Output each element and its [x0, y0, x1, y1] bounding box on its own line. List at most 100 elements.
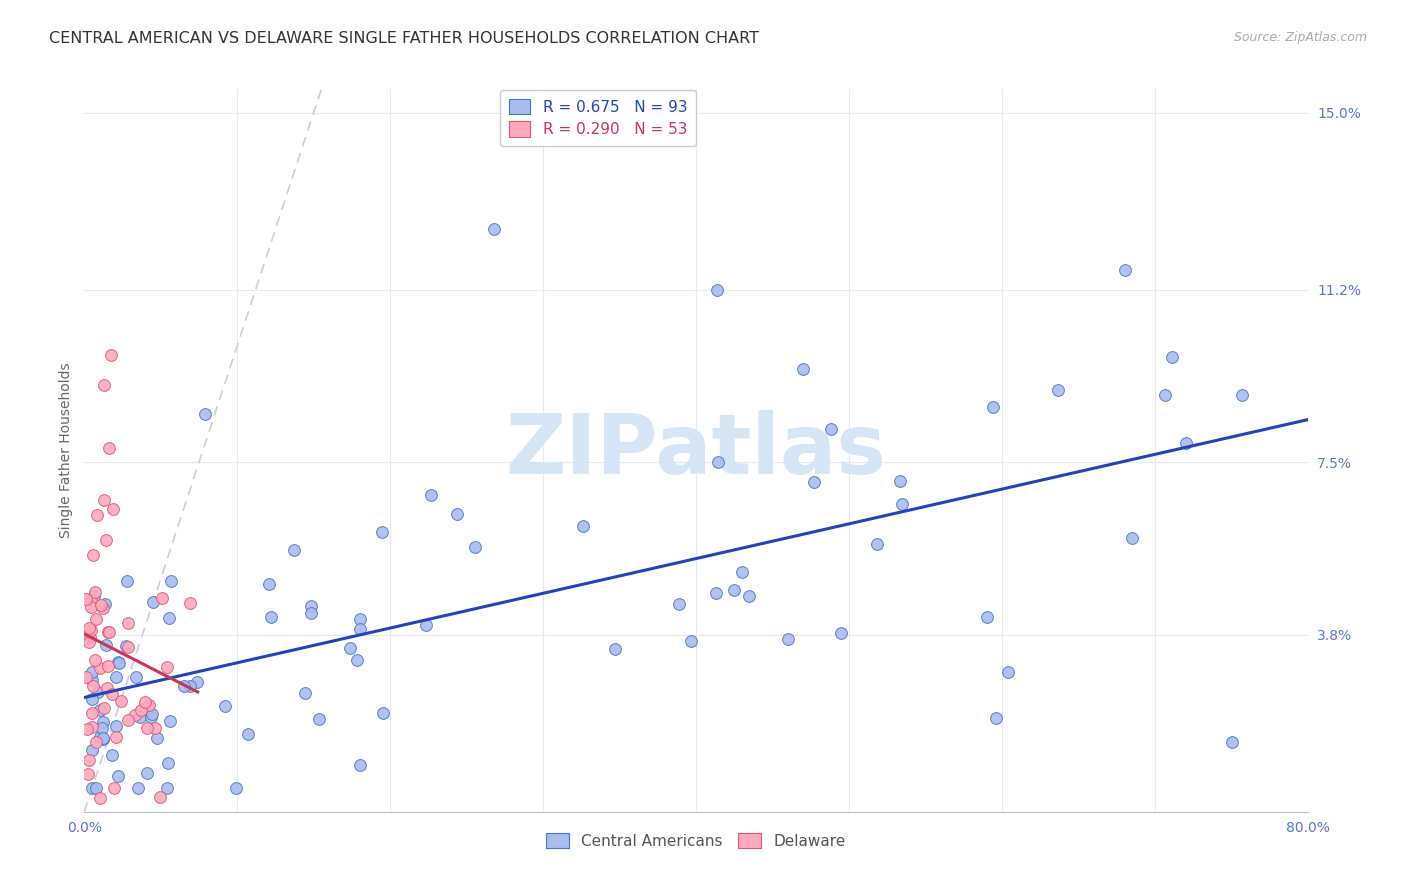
- Point: [349, 757, 371, 772]
- Point: [136, 766, 159, 780]
- Point: [93, 492, 115, 507]
- Point: [79, 621, 101, 635]
- Point: [96, 681, 118, 696]
- Point: [1232, 388, 1254, 402]
- Point: [260, 610, 283, 624]
- Point: [1220, 735, 1243, 749]
- Point: [97, 624, 120, 639]
- Point: [100, 348, 122, 362]
- Point: [79, 592, 101, 607]
- Point: [105, 719, 128, 733]
- Point: [117, 640, 139, 655]
- Point: [668, 597, 690, 611]
- Point: [1114, 263, 1136, 277]
- Point: [238, 727, 260, 741]
- Point: [90, 598, 112, 612]
- Point: [80, 781, 103, 796]
- Point: [91, 601, 114, 615]
- Point: [94, 597, 117, 611]
- Point: [83, 584, 105, 599]
- Point: [89, 730, 111, 744]
- Point: [173, 679, 195, 693]
- Point: [349, 622, 371, 636]
- Point: [830, 626, 852, 640]
- Y-axis label: Single Father Households: Single Father Households: [59, 363, 73, 538]
- Point: [889, 474, 911, 488]
- Point: [97, 441, 120, 455]
- Text: ZIPatlas: ZIPatlas: [506, 410, 886, 491]
- Point: [150, 591, 173, 606]
- Point: [1175, 436, 1198, 450]
- Point: [83, 589, 105, 603]
- Point: [981, 400, 1004, 414]
- Point: [730, 565, 752, 579]
- Point: [79, 630, 101, 644]
- Point: [103, 780, 125, 795]
- Point: [96, 638, 118, 652]
- Point: [820, 422, 842, 436]
- Point: [75, 592, 97, 607]
- Point: [707, 455, 730, 469]
- Point: [107, 657, 129, 671]
- Point: [283, 542, 305, 557]
- Point: [156, 660, 179, 674]
- Point: [104, 670, 127, 684]
- Point: [156, 781, 179, 796]
- Point: [91, 731, 114, 746]
- Point: [80, 692, 103, 706]
- Point: [91, 714, 114, 729]
- Point: [117, 714, 139, 728]
- Point: [890, 497, 912, 511]
- Point: [80, 743, 103, 757]
- Point: [76, 766, 98, 780]
- Point: [104, 730, 127, 744]
- Point: [82, 720, 104, 734]
- Point: [80, 623, 103, 637]
- Point: [572, 519, 595, 533]
- Point: [91, 731, 114, 746]
- Point: [80, 665, 103, 679]
- Point: [194, 407, 217, 421]
- Point: [77, 634, 100, 648]
- Point: [373, 706, 395, 721]
- Point: [146, 731, 169, 745]
- Point: [89, 790, 111, 805]
- Point: [214, 699, 236, 714]
- Point: [157, 756, 180, 770]
- Point: [157, 611, 180, 625]
- Point: [179, 596, 201, 610]
- Point: [82, 549, 104, 563]
- Point: [86, 508, 108, 523]
- Point: [866, 537, 889, 551]
- Point: [160, 574, 183, 588]
- Point: [186, 674, 208, 689]
- Point: [415, 618, 437, 632]
- Point: [179, 680, 201, 694]
- Point: [110, 694, 132, 708]
- Point: [299, 599, 322, 613]
- Point: [1161, 351, 1184, 365]
- Point: [257, 577, 280, 591]
- Point: [420, 488, 443, 502]
- Point: [107, 769, 129, 783]
- Point: [75, 670, 97, 684]
- Point: [84, 653, 107, 667]
- Point: [101, 748, 124, 763]
- Point: [976, 610, 998, 624]
- Point: [308, 712, 330, 726]
- Point: [1121, 532, 1143, 546]
- Point: [803, 475, 825, 489]
- Point: [738, 589, 761, 603]
- Point: [90, 721, 112, 735]
- Point: [136, 721, 159, 735]
- Point: [117, 615, 139, 630]
- Point: [1154, 388, 1177, 402]
- Point: [143, 721, 166, 735]
- Point: [138, 698, 160, 712]
- Point: [141, 707, 163, 722]
- Point: [299, 607, 322, 621]
- Point: [82, 679, 104, 693]
- Point: [482, 222, 505, 236]
- Point: [339, 640, 361, 655]
- Point: [84, 612, 107, 626]
